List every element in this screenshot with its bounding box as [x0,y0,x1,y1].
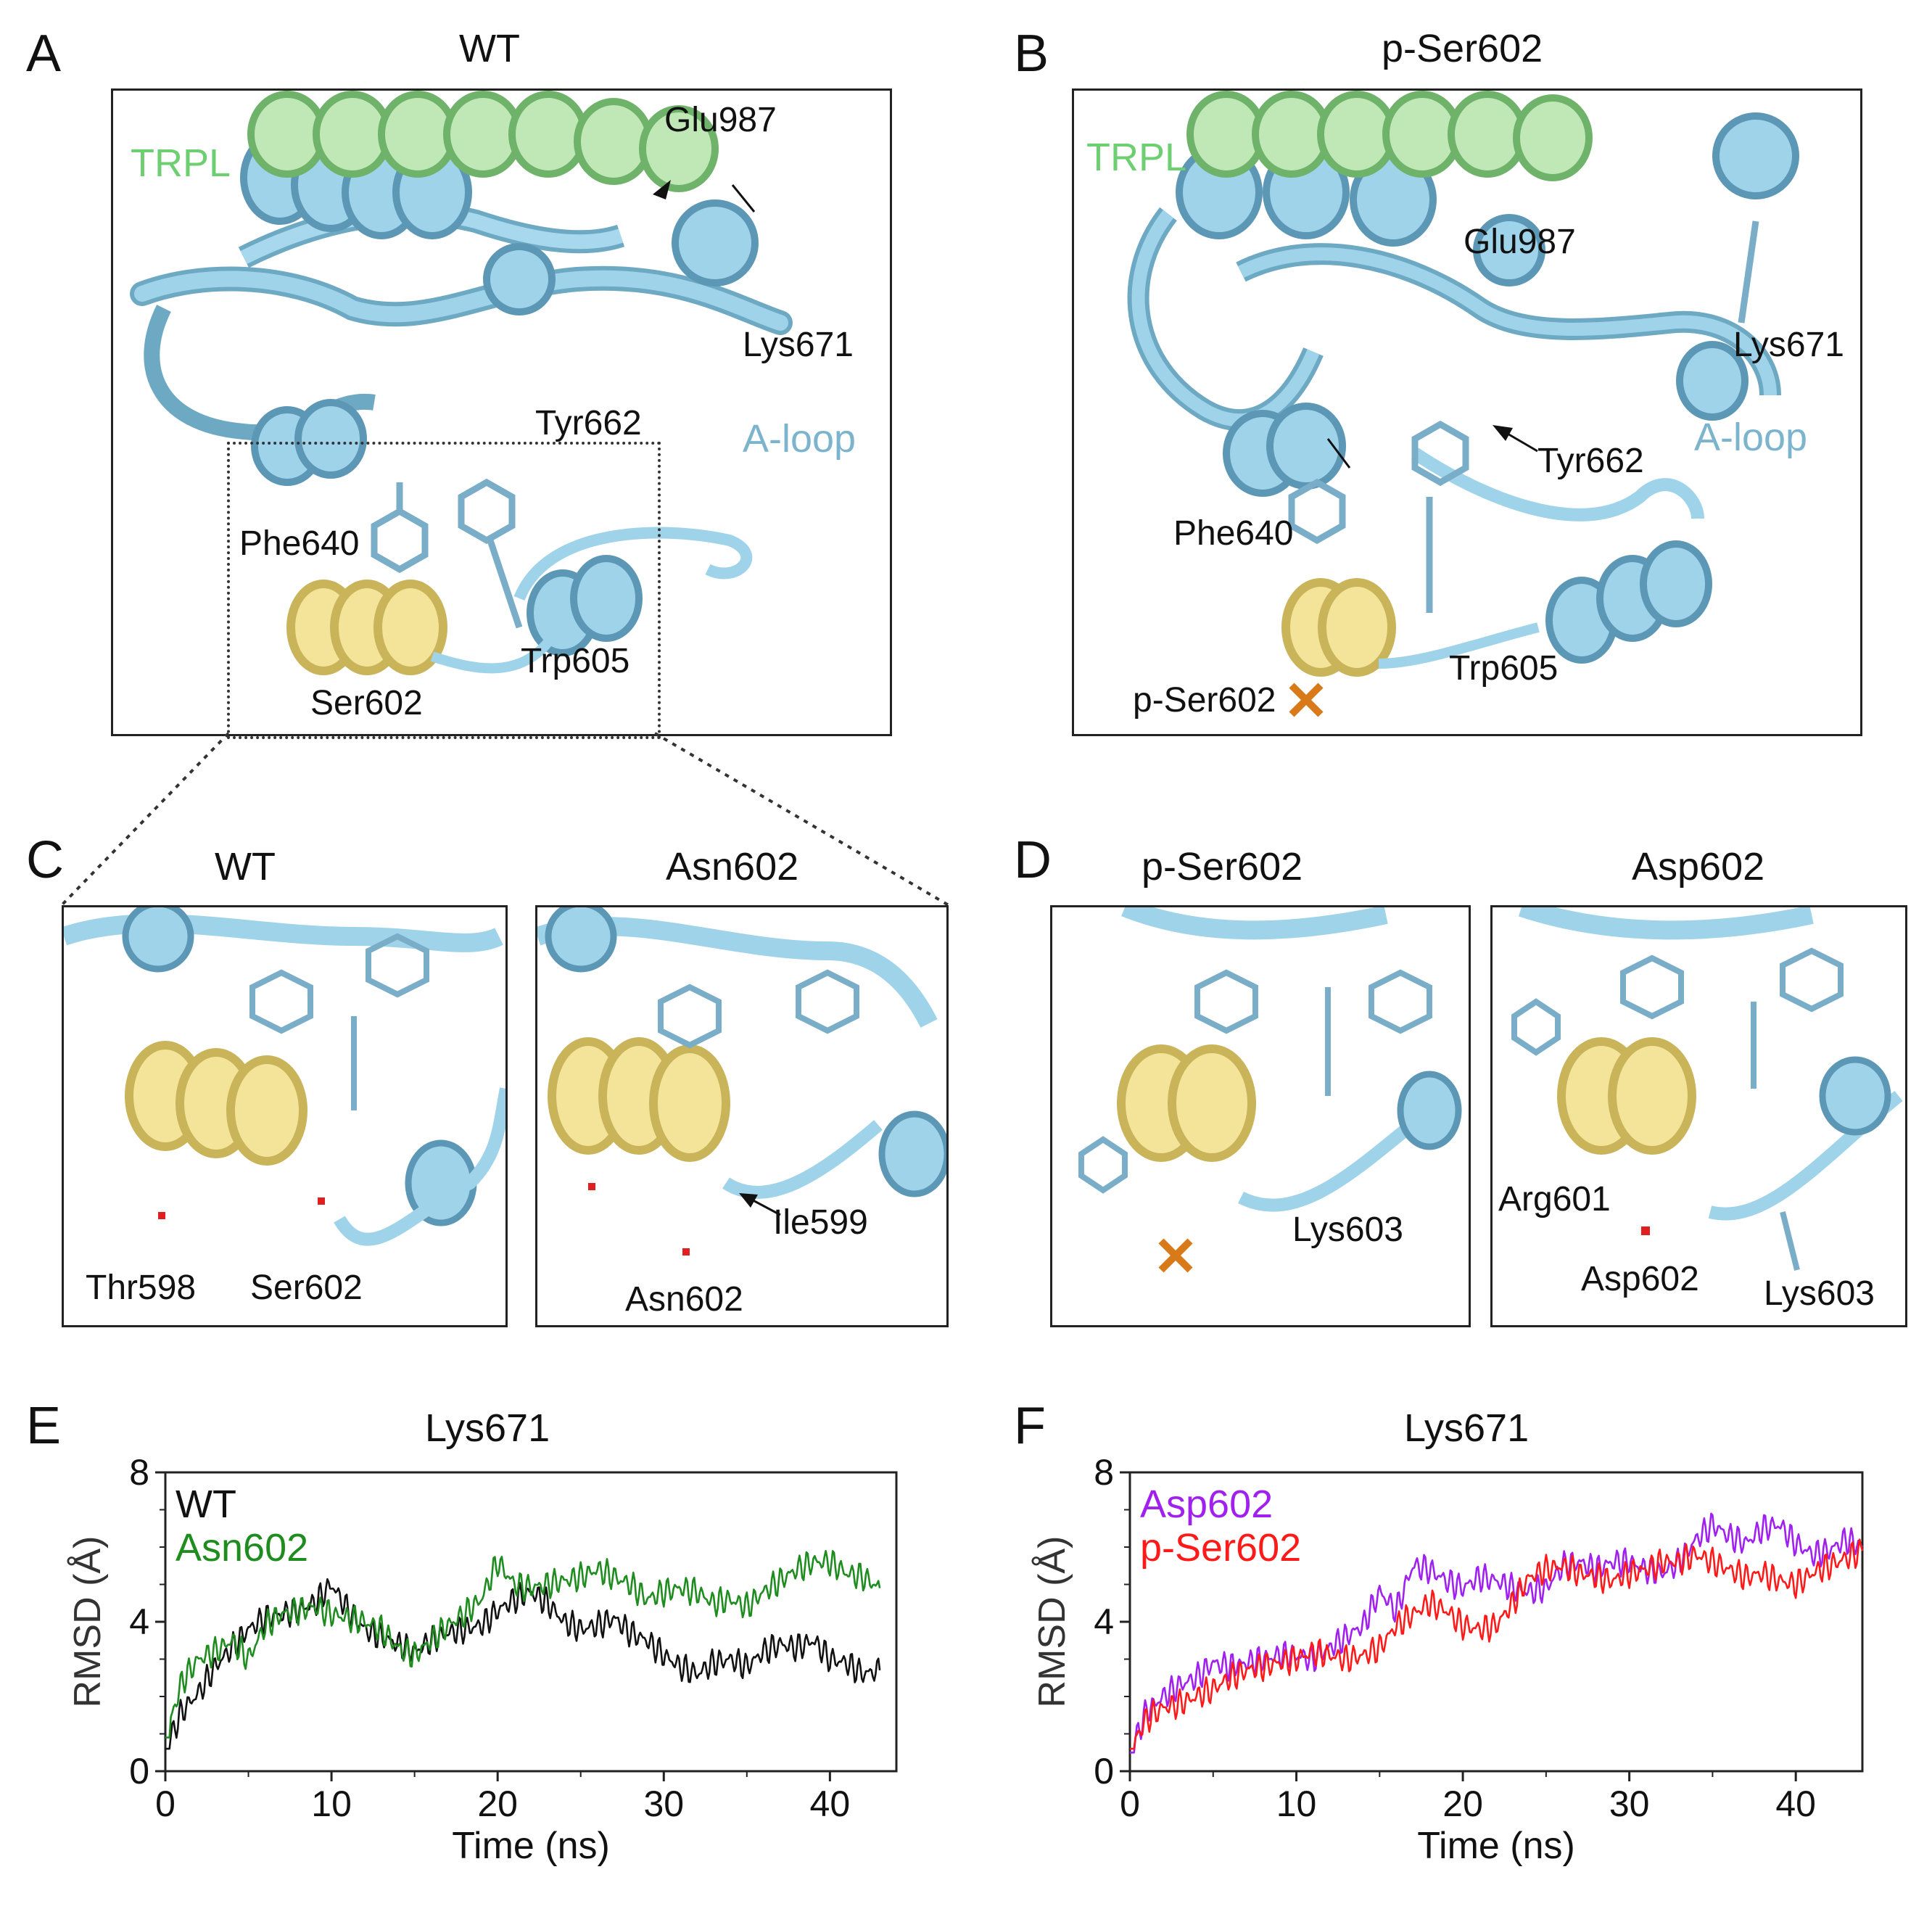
y-axis-label: RMSD (Å) [67,1536,109,1708]
x-tick-label: 20 [1442,1784,1483,1824]
label-glu987-a: Glu987 [664,101,777,139]
panel-a-title: WT [459,27,520,70]
x-axis-label: Time (ns) [452,1825,610,1867]
label-arg601-d: Arg601 [1498,1180,1611,1219]
x-tick-label: 40 [1775,1784,1816,1824]
y-tick-label: 4 [129,1601,149,1642]
panel-b-title: p-Ser602 [1382,27,1543,70]
panel-b-structure [1072,88,1862,736]
x-tick-label: 0 [1120,1784,1140,1824]
legend-wt: WT [176,1483,236,1526]
panel-e-title: Lys671 [425,1406,550,1450]
series-line-asp602 [1130,1512,1864,1754]
series-line-asn602 [165,1550,881,1739]
plot-frame [164,1471,898,1773]
x-tick-label: 10 [1276,1784,1317,1824]
zoom-connector-lines [60,180,950,907]
label-pser602-b: p-Ser602 [1133,681,1276,720]
panel-d-left-title: p-Ser602 [1142,845,1303,888]
panel-c-right-title: Asn602 [666,845,799,888]
label-ile599-c: Ile599 [773,1203,868,1242]
label-asp602-d: Asp602 [1581,1260,1699,1298]
panel-c-left-drawing [64,907,505,1246]
panel-a-structure [111,88,892,736]
panel-b-ribbon-drawing [1127,91,1799,717]
x-tick-label: 10 [311,1784,352,1824]
label-lys603-d-right: Lys603 [1764,1274,1875,1313]
y-tick-label: 0 [1094,1751,1114,1792]
x-tick-label: 40 [810,1784,851,1824]
label-aloop-a: A-loop [743,417,856,461]
panel-d-right-drawing [1511,907,1903,1271]
legend-p-ser602: p-Ser602 [1140,1526,1301,1570]
label-aloop-b: A-loop [1694,416,1808,459]
label-lys671-b: Lys671 [1733,326,1844,364]
panel-letter-a: A [26,25,62,83]
label-phe640-b: Phe640 [1173,514,1294,553]
y-axis-label: RMSD (Å) [1031,1536,1073,1708]
legend-asn602: Asn602 [176,1526,308,1570]
label-trpl-b: TRPL [1086,136,1187,179]
zoom-region-box [227,442,661,739]
panel-c-left-structure [62,905,508,1327]
panel-a-ribbon-drawing [130,91,793,675]
panel-d-right-title: Asp602 [1632,845,1765,888]
label-lys603-d-left: Lys603 [1292,1211,1403,1249]
series-line-wt [165,1578,881,1750]
chart-f: 0 10 20 30 40 0 4 8 Time (ns) RMSD (Å) Asp602p-Ser… [1031,1452,1864,1867]
label-thr598-c: Thr598 [86,1269,197,1307]
series-line-p-ser602 [1130,1538,1864,1750]
label-trp605-a: Trp605 [521,642,630,680]
panel-d-left-structure [1050,905,1471,1327]
panel-f-title: Lys671 [1404,1406,1530,1450]
x-tick-label: 30 [1609,1784,1650,1824]
label-tyr662-b: Tyr662 [1537,442,1644,480]
label-lys671-a: Lys671 [743,326,854,364]
label-trp605-b: Trp605 [1449,649,1559,688]
panel-b-arrow [1493,425,1538,453]
x-tick-label: 20 [477,1784,518,1824]
label-phe640-a: Phe640 [239,524,360,563]
y-tick-label: 0 [129,1751,149,1792]
y-tick-label: 8 [1094,1452,1114,1493]
y-tick-label: 8 [129,1452,149,1493]
label-glu987-b: Glu987 [1464,223,1576,261]
x-tick-label: 0 [155,1784,176,1824]
label-asn602-c: Asn602 [625,1280,743,1319]
label-tyr662-a: Tyr662 [535,404,642,442]
legend-asp602: Asp602 [1140,1483,1273,1526]
panel-letter-f: F [1014,1397,1046,1455]
label-trpl-a: TRPL [131,141,231,185]
y-tick-label: 4 [1094,1601,1114,1642]
panel-c-right-drawing [537,907,946,1256]
label-ser602-a: Ser602 [310,684,423,722]
panel-letter-d: D [1014,831,1052,889]
panel-letter-b: B [1014,25,1049,83]
panel-c-left-title: WT [215,845,276,888]
panel-letter-e: E [26,1397,62,1455]
label-ser602-c: Ser602 [250,1269,363,1307]
x-axis-label: Time (ns) [1417,1825,1575,1867]
panel-d-left-drawing [1078,907,1462,1273]
x-tick-label: 30 [643,1784,684,1824]
panel-d-right-structure [1490,905,1907,1327]
panel-letter-c: C [26,831,64,889]
panel-c-right-structure [535,905,949,1327]
